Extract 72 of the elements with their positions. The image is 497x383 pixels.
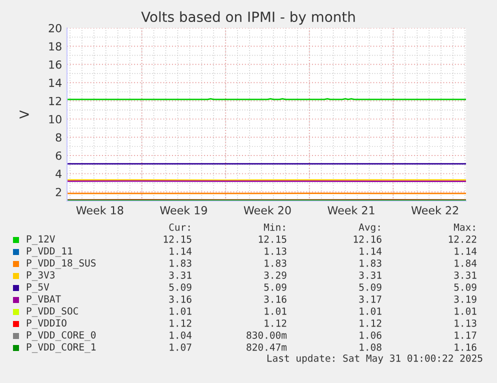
text: 1.07: [170, 343, 192, 351]
text: 1.13: [264, 247, 286, 255]
x-tick-label: Week 22: [411, 206, 458, 214]
text: 12.22: [448, 235, 476, 243]
legend-label: P_VDD_CORE_0: [26, 331, 96, 341]
text: 1.01: [454, 307, 476, 315]
legend-label: P_VDD_SOC: [26, 307, 78, 317]
y-tick-label: 18: [49, 42, 62, 51]
y-tick-label: 16: [49, 60, 62, 69]
text: 820.47m: [246, 343, 287, 351]
text: 3.17: [359, 295, 382, 303]
text: 12.15: [164, 235, 192, 243]
text: 5.09: [359, 283, 382, 291]
y-tick-label: 14: [49, 78, 62, 87]
text: 12.16: [354, 235, 382, 243]
text: 1.14: [360, 248, 382, 255]
text: 5.09: [169, 283, 192, 291]
text: 5.09: [264, 283, 286, 291]
legend-label: P_12V: [26, 235, 55, 245]
text: 3.31: [359, 271, 382, 279]
legend-label: P_3V3: [26, 271, 55, 281]
text: Last update: Sat May 31 01:00:22 2025: [267, 354, 482, 364]
text: Avg:: [358, 224, 380, 233]
text: 1.01: [264, 307, 286, 315]
text: 1.83: [360, 259, 382, 267]
legend-label: P_VDD_CORE_1: [26, 343, 96, 353]
x-tick-label: Week 20: [244, 206, 291, 214]
text: 3.31: [169, 271, 192, 279]
text: 3.31: [454, 271, 476, 279]
text: 1.08: [360, 343, 382, 351]
text: 1.01: [360, 307, 382, 315]
text: 1.17: [454, 332, 476, 339]
x-tick-label: Week 19: [160, 206, 207, 214]
text: 1.83: [170, 259, 192, 267]
text: 1.16: [454, 343, 476, 351]
text: Cur:: [169, 223, 190, 231]
y-tick-label: 10: [49, 115, 62, 124]
text: 1.06: [360, 331, 382, 339]
text: 3.16: [264, 295, 286, 303]
chart-title: Volts based on IPMI - by month: [141, 11, 355, 25]
text: 12.15: [258, 235, 286, 243]
legend-label: P_VDD_11: [26, 247, 72, 257]
text: 1.84: [454, 259, 477, 267]
text: 5.09: [454, 283, 476, 291]
y-tick-label: 12: [49, 96, 62, 106]
y-tick-label: 8: [56, 133, 62, 142]
text: 1.14: [170, 248, 192, 255]
text: 1.83: [264, 259, 286, 267]
legend-label: P_VDDIO: [26, 319, 66, 329]
text: 3.29: [264, 271, 286, 279]
y-tick-label: 20: [48, 24, 62, 32]
y-tick-label: 6: [56, 151, 62, 160]
y-axis-title: V: [20, 110, 29, 119]
legend-label: P_VBAT: [26, 295, 61, 305]
x-tick-label: Week 18: [76, 206, 124, 214]
text: 1.01: [170, 307, 192, 315]
text: 1.12: [264, 319, 286, 327]
text: 3.19: [454, 295, 476, 303]
legend-label: P_5V: [26, 283, 50, 293]
legend-label: P_VDD_18_SUS: [26, 259, 96, 269]
text: 1.04: [170, 331, 192, 339]
text: 830.00m: [246, 331, 287, 339]
y-tick-label: 2: [56, 188, 62, 196]
text: 3.16: [169, 295, 192, 303]
text: Min:: [264, 223, 285, 231]
text: 1.14: [454, 248, 477, 255]
y-tick-label: 4: [56, 170, 62, 178]
text: 1.13: [454, 319, 476, 327]
text: 1.12: [360, 319, 382, 327]
x-tick-label: Week 21: [328, 206, 374, 214]
text: 1.12: [170, 319, 192, 327]
text: Max:: [454, 224, 475, 231]
